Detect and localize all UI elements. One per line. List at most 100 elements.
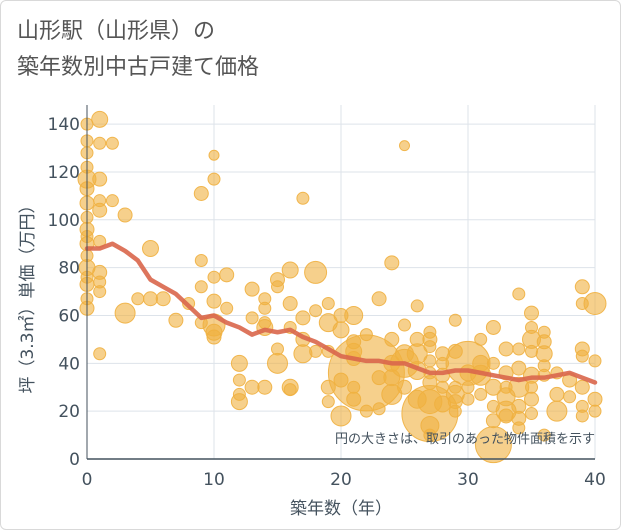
bubble-point xyxy=(105,136,119,150)
bubble-point xyxy=(546,400,568,422)
bubble-point xyxy=(384,255,400,271)
bubble-point xyxy=(219,267,235,283)
bubble-point xyxy=(398,318,411,332)
bubble-point xyxy=(232,373,246,387)
bubble-point xyxy=(588,404,602,418)
bubble-point xyxy=(537,428,551,442)
bubble-point xyxy=(91,110,109,128)
bubble-point xyxy=(93,347,107,361)
bubble-point xyxy=(399,140,410,152)
bubble-point xyxy=(282,296,298,312)
bubble-point xyxy=(309,344,323,358)
bubble-point xyxy=(461,380,475,394)
bubble-point xyxy=(143,291,158,307)
bubble-point xyxy=(206,329,222,345)
bubble-point xyxy=(448,313,462,327)
y-axis-title: 坪（3.3㎡）単価（万円） xyxy=(18,196,38,393)
bubble-point xyxy=(512,342,526,356)
bubble-point xyxy=(309,304,323,318)
trend-line xyxy=(84,241,598,385)
bubble-point xyxy=(131,292,145,306)
bubble-point xyxy=(461,392,475,406)
bubble-point xyxy=(474,332,488,346)
bubble-point xyxy=(93,285,107,299)
bubble-point xyxy=(512,287,526,301)
bubble-point xyxy=(423,340,437,354)
y-tick-label: 140 xyxy=(48,115,80,135)
bubble-point xyxy=(168,312,184,328)
bubble-point xyxy=(524,305,539,321)
bubble-point xyxy=(194,280,208,294)
bubble-point xyxy=(583,292,607,316)
bubble-point xyxy=(486,356,500,370)
bubble-point xyxy=(155,291,171,307)
bubble-point xyxy=(206,293,222,309)
bubble-point xyxy=(525,380,538,394)
bubble-point xyxy=(574,379,590,395)
bubble-point xyxy=(295,310,311,326)
bubble-layer xyxy=(77,110,607,464)
bubble-point xyxy=(574,279,590,295)
y-tick-labels: 0 20 40 60 80 100 120 140 xyxy=(48,115,80,470)
y-tick-label: 0 xyxy=(69,450,80,470)
bubble-point xyxy=(194,253,208,267)
bubble-point xyxy=(410,299,424,313)
bubble-point xyxy=(474,387,488,401)
bubble-point xyxy=(244,379,260,395)
bubble-point xyxy=(207,270,221,284)
y-tick-label: 20 xyxy=(58,402,80,422)
bubble-point xyxy=(525,344,538,358)
bubble-point xyxy=(230,354,248,372)
y-tick-label: 120 xyxy=(48,163,80,183)
bubble-point xyxy=(257,379,273,395)
bubble-point xyxy=(498,341,514,357)
bubble-point xyxy=(193,186,209,201)
bubble-point xyxy=(207,172,221,186)
x-tick-label: 10 xyxy=(203,470,225,490)
bubble-point xyxy=(384,331,400,347)
bubble-point xyxy=(423,428,437,442)
bubble-point xyxy=(359,328,373,342)
bubble-point xyxy=(92,171,108,187)
bubble-point xyxy=(283,383,297,397)
bubble-point xyxy=(498,408,514,424)
bubble-point xyxy=(381,383,403,405)
bubble-point xyxy=(549,386,565,402)
bubble-point xyxy=(575,409,589,423)
x-tick-label: 40 xyxy=(584,470,606,490)
bubble-point xyxy=(271,342,284,356)
chart-title: 山形駅（山形県）の 築年数別中古戸建て価格 xyxy=(17,19,260,80)
y-tick-label: 100 xyxy=(48,211,80,231)
bubble-point xyxy=(321,297,335,311)
bubble-point xyxy=(258,301,272,315)
bubble-point xyxy=(267,352,288,374)
bubble-point xyxy=(230,393,248,411)
bubble-point xyxy=(474,426,512,464)
bubble-point xyxy=(304,260,328,284)
bubble-point xyxy=(371,291,387,307)
bubble-point xyxy=(293,344,313,364)
bubble-point xyxy=(575,349,589,363)
bubble-point xyxy=(142,240,159,258)
bubble-point xyxy=(448,404,462,418)
x-axis-title: 築年数（年） xyxy=(290,499,392,519)
bubble-point xyxy=(332,321,350,339)
bubble-point xyxy=(271,280,284,294)
bubble-point xyxy=(92,202,108,218)
bubble-point xyxy=(524,391,539,407)
y-tick-label: 40 xyxy=(58,354,80,374)
size-annotation: 円の大きさは、取引のあった物件面積を示す xyxy=(335,432,595,447)
bubble-point xyxy=(372,402,386,416)
bubble-point xyxy=(281,261,299,279)
x-tick-labels: 0 10 20 30 40 xyxy=(82,470,606,490)
bubble-point xyxy=(244,281,260,297)
bubble-point xyxy=(117,207,133,223)
bubble-point xyxy=(245,311,259,325)
bubble-point xyxy=(93,136,107,150)
bubble-point xyxy=(330,405,352,427)
bubble-point xyxy=(423,354,437,368)
x-tick-label: 30 xyxy=(457,470,479,490)
bubble-point xyxy=(587,391,603,407)
bubble-point xyxy=(436,380,450,394)
